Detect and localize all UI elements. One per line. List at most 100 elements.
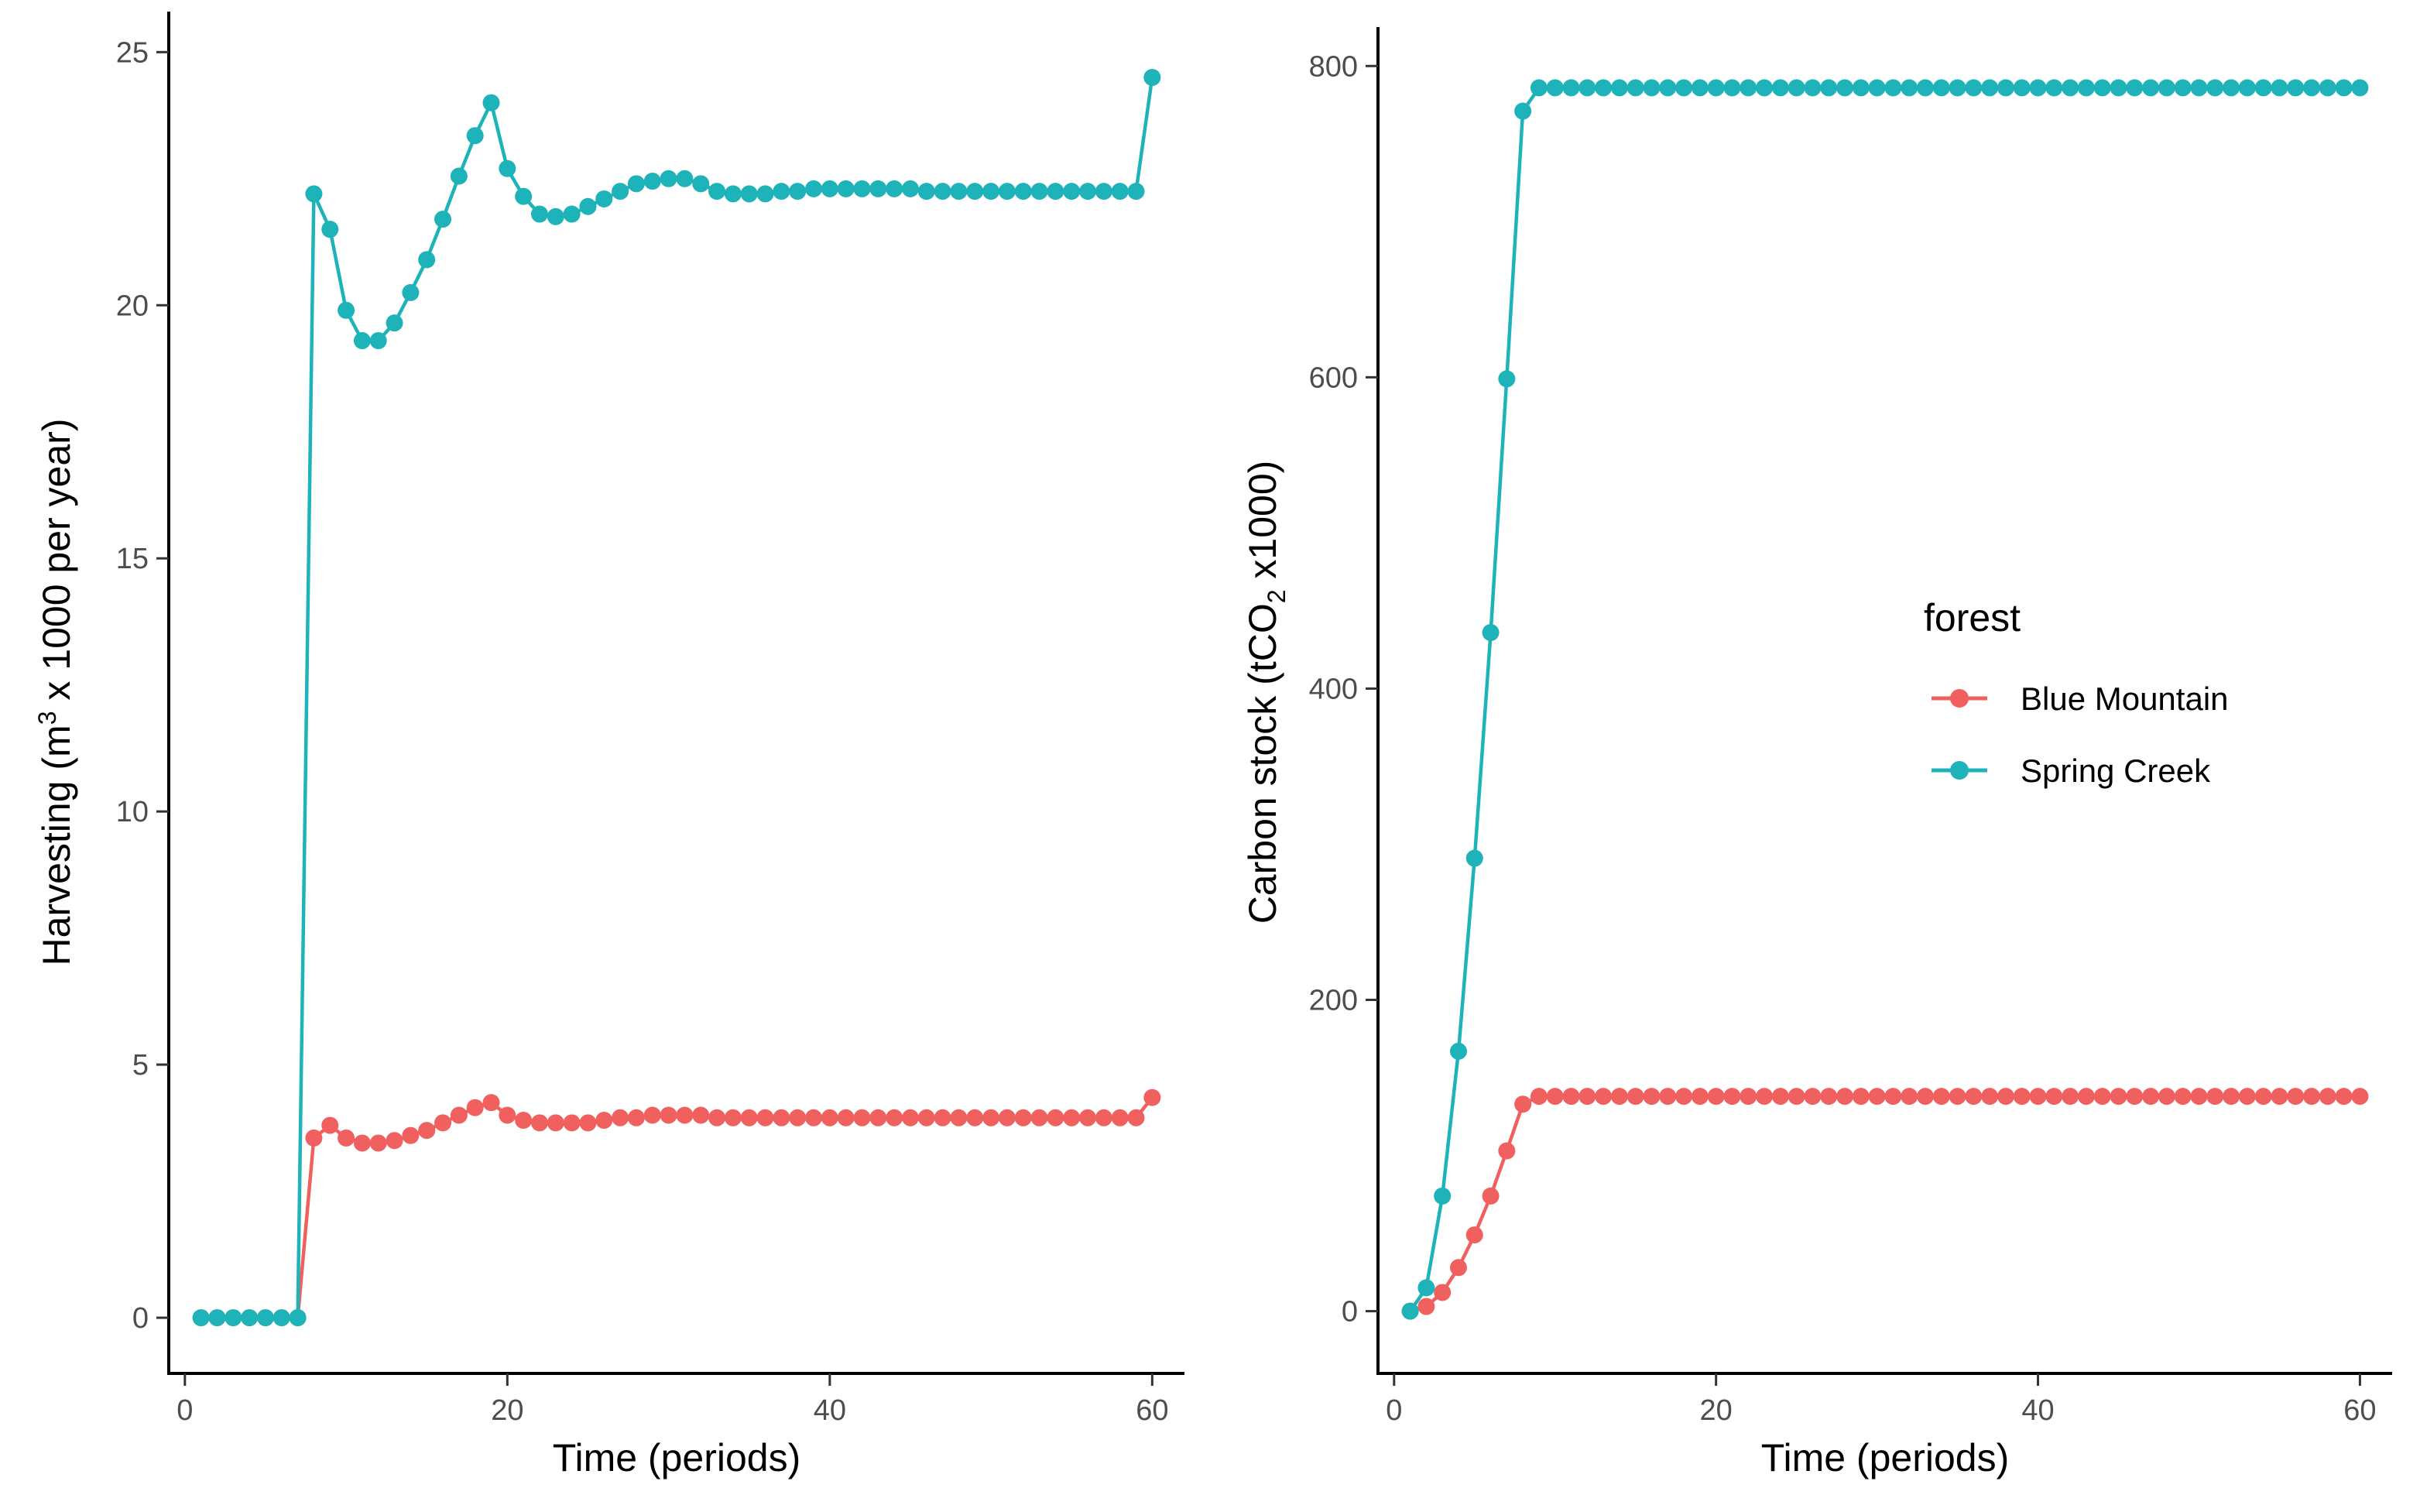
harvesting-y-axis-title-units: x 1000 per year) bbox=[35, 419, 78, 711]
carbon-stock-point-blue-mountain-41 bbox=[2045, 1088, 2063, 1106]
carbon-stock-point-spring-creek-15 bbox=[1626, 79, 1644, 97]
carbon-stock-point-spring-creek-53 bbox=[2238, 79, 2256, 97]
carbon-stock-point-blue-mountain-44 bbox=[2093, 1088, 2111, 1106]
carbon-stock-point-spring-creek-13 bbox=[1595, 79, 1613, 97]
carbon-stock-x-tick-label-40: 40 bbox=[2021, 1394, 2054, 1427]
harvesting-point-spring-creek-7 bbox=[289, 1309, 307, 1327]
carbon-stock-point-blue-mountain-3 bbox=[1434, 1284, 1452, 1301]
carbon-stock-x-tick-label-20: 20 bbox=[1700, 1394, 1733, 1427]
harvesting-point-spring-creek-29 bbox=[643, 173, 661, 190]
harvesting-point-blue-mountain-10 bbox=[338, 1129, 355, 1147]
carbon-stock-point-spring-creek-47 bbox=[2142, 79, 2160, 97]
harvesting-point-spring-creek-3 bbox=[225, 1309, 242, 1327]
harvesting-point-spring-creek-8 bbox=[305, 185, 323, 203]
carbon-stock-point-blue-mountain-59 bbox=[2335, 1088, 2353, 1106]
carbon-stock-point-blue-mountain-46 bbox=[2126, 1088, 2144, 1106]
harvesting-point-blue-mountain-22 bbox=[530, 1114, 548, 1132]
legend-key-point-spring-creek bbox=[1950, 761, 1969, 780]
harvesting-x-axis-title: Time (periods) bbox=[553, 1436, 800, 1479]
harvesting-point-spring-creek-11 bbox=[353, 332, 371, 350]
carbon-stock-point-spring-creek-10 bbox=[1546, 79, 1564, 97]
carbon-stock-point-blue-mountain-48 bbox=[2158, 1088, 2175, 1106]
harvesting-point-spring-creek-50 bbox=[982, 183, 1000, 201]
harvesting-point-spring-creek-28 bbox=[627, 175, 645, 193]
carbon-stock-point-spring-creek-32 bbox=[1901, 79, 1918, 97]
harvesting-point-blue-mountain-9 bbox=[321, 1116, 339, 1134]
harvesting-point-blue-mountain-51 bbox=[998, 1109, 1016, 1126]
carbon-stock-point-blue-mountain-11 bbox=[1562, 1088, 1580, 1106]
carbon-stock-point-blue-mountain-9 bbox=[1530, 1088, 1548, 1106]
carbon-stock-point-spring-creek-5 bbox=[1465, 849, 1483, 867]
harvesting-x-tick-label-0: 0 bbox=[177, 1394, 193, 1427]
carbon-stock-point-blue-mountain-27 bbox=[1820, 1088, 1838, 1106]
carbon-stock-point-blue-mountain-23 bbox=[1756, 1088, 1774, 1106]
carbon-stock-point-spring-creek-55 bbox=[2271, 79, 2288, 97]
harvesting-point-blue-mountain-43 bbox=[869, 1109, 887, 1126]
harvesting-point-spring-creek-27 bbox=[612, 183, 629, 201]
carbon-stock-point-blue-mountain-31 bbox=[1884, 1088, 1902, 1106]
harvesting-x-tick-label-40: 40 bbox=[814, 1394, 846, 1427]
harvesting-point-spring-creek-19 bbox=[482, 94, 500, 111]
harvesting-y-tick-label-0: 0 bbox=[132, 1302, 149, 1335]
carbon-stock-point-spring-creek-22 bbox=[1740, 79, 1757, 97]
carbon-stock-y-axis-title-main: Carbon stock (tCO bbox=[1241, 603, 1284, 924]
carbon-stock-point-blue-mountain-51 bbox=[2206, 1088, 2224, 1106]
carbon-stock-line-blue-mountain bbox=[1409, 1094, 2360, 1313]
harvesting-point-blue-mountain-42 bbox=[853, 1109, 871, 1126]
harvesting-point-spring-creek-36 bbox=[756, 185, 774, 203]
harvesting-point-spring-creek-41 bbox=[837, 180, 855, 197]
harvesting-point-spring-creek-1 bbox=[192, 1309, 210, 1327]
harvesting-point-spring-creek-33 bbox=[708, 183, 726, 201]
carbon-stock-point-spring-creek-14 bbox=[1610, 79, 1628, 97]
carbon-stock-point-blue-mountain-54 bbox=[2254, 1088, 2272, 1106]
harvesting-point-spring-creek-59 bbox=[1127, 183, 1145, 201]
harvesting-point-blue-mountain-41 bbox=[837, 1109, 855, 1126]
carbon-stock-point-blue-mountain-19 bbox=[1691, 1088, 1709, 1106]
carbon-stock-point-spring-creek-8 bbox=[1514, 102, 1532, 120]
carbon-stock-point-blue-mountain-36 bbox=[1965, 1088, 1983, 1106]
carbon-stock-x-ticks: 0 20 40 60 bbox=[1386, 1373, 2377, 1427]
carbon-stock-point-blue-mountain-12 bbox=[1578, 1088, 1596, 1106]
carbon-stock-point-spring-creek-24 bbox=[1771, 79, 1789, 97]
carbon-stock-point-blue-mountain-32 bbox=[1901, 1088, 1918, 1106]
carbon-stock-point-blue-mountain-29 bbox=[1852, 1088, 1870, 1106]
harvesting-point-blue-mountain-49 bbox=[966, 1109, 984, 1126]
carbon-stock-point-spring-creek-52 bbox=[2223, 79, 2240, 97]
carbon-stock-point-spring-creek-4 bbox=[1449, 1042, 1467, 1060]
carbon-stock-point-spring-creek-31 bbox=[1884, 79, 1902, 97]
harvesting-point-blue-mountain-33 bbox=[708, 1109, 726, 1126]
carbon-stock-point-blue-mountain-58 bbox=[2319, 1088, 2336, 1106]
harvesting-point-spring-creek-48 bbox=[950, 183, 968, 201]
harvesting-point-blue-mountain-39 bbox=[805, 1109, 823, 1126]
legend-title: forest bbox=[1924, 596, 2021, 639]
harvesting-point-blue-mountain-52 bbox=[1014, 1109, 1032, 1126]
harvesting-point-blue-mountain-15 bbox=[418, 1122, 436, 1140]
harvesting-y-tick-label-15: 15 bbox=[116, 543, 149, 575]
harvesting-point-spring-creek-39 bbox=[805, 180, 823, 197]
carbon-stock-y-axis-title: Carbon stock (tCO2 x1000) bbox=[1241, 461, 1291, 924]
harvesting-point-blue-mountain-17 bbox=[450, 1106, 468, 1124]
carbon-stock-y-axis-title-units: x1000) bbox=[1241, 461, 1284, 590]
carbon-stock-point-blue-mountain-10 bbox=[1546, 1088, 1564, 1106]
harvesting-point-spring-creek-9 bbox=[321, 221, 339, 238]
harvesting-point-spring-creek-55 bbox=[1063, 183, 1081, 201]
harvesting-series-group bbox=[192, 69, 1161, 1327]
carbon-stock-point-spring-creek-17 bbox=[1659, 79, 1677, 97]
carbon-stock-point-spring-creek-39 bbox=[2013, 79, 2031, 97]
harvesting-point-blue-mountain-31 bbox=[676, 1106, 694, 1124]
harvesting-point-spring-creek-38 bbox=[789, 183, 807, 201]
carbon-stock-point-spring-creek-42 bbox=[2062, 79, 2079, 97]
carbon-stock-series-group bbox=[1401, 79, 2369, 1320]
harvesting-point-spring-creek-10 bbox=[338, 301, 355, 319]
carbon-stock-y-tick-label-600: 600 bbox=[1309, 362, 1358, 394]
carbon-stock-point-spring-creek-38 bbox=[1997, 79, 2014, 97]
harvesting-point-blue-mountain-40 bbox=[821, 1109, 838, 1126]
harvesting-point-spring-creek-54 bbox=[1047, 183, 1064, 201]
carbon-stock-point-spring-creek-28 bbox=[1836, 79, 1854, 97]
harvesting-point-spring-creek-47 bbox=[934, 183, 951, 201]
harvesting-point-blue-mountain-30 bbox=[660, 1106, 677, 1124]
harvesting-point-spring-creek-42 bbox=[853, 180, 871, 197]
carbon-stock-point-blue-mountain-28 bbox=[1836, 1088, 1854, 1106]
harvesting-point-blue-mountain-32 bbox=[692, 1106, 710, 1124]
harvesting-point-spring-creek-49 bbox=[966, 183, 984, 201]
